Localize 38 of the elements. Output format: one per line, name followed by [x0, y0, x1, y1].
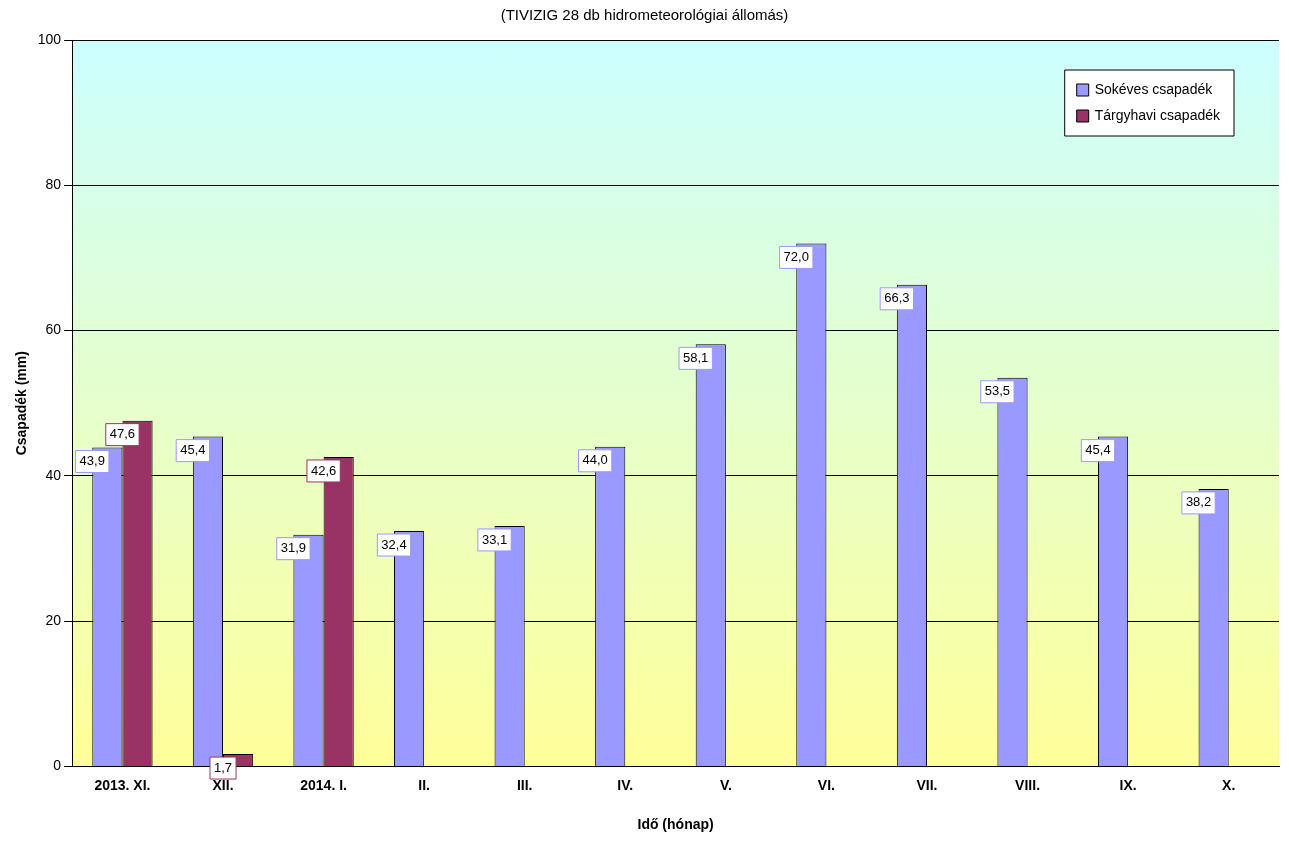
data-label: 42,6: [310, 462, 337, 478]
x-tick-label: X.: [1222, 776, 1236, 793]
chart-subtitle: (TIVIZIG 28 db hidrometeorológiai állomás): [499, 6, 790, 23]
x-axis-title: Idő (hónap): [637, 816, 714, 833]
x-tick-label: VII.: [916, 776, 938, 793]
data-label: 1,7: [213, 759, 233, 775]
x-tick-label: IX.: [1119, 776, 1137, 793]
x-tick-label: V.: [719, 776, 732, 793]
data-label: 72,0: [783, 248, 809, 264]
legend-label: Tárgyhavi csapadék: [1094, 106, 1221, 123]
x-tick-label: IV.: [617, 776, 634, 793]
x-tick-label: III.: [516, 776, 533, 793]
legend-label: Sokéves csapadék: [1094, 80, 1214, 97]
y-tick-label: 60: [45, 321, 62, 338]
y-tick-label: 80: [45, 176, 62, 193]
data-label: 53,5: [984, 383, 1011, 399]
y-axis-title: Csapadék (mm): [13, 351, 30, 456]
data-label: 47,6: [109, 426, 136, 442]
data-label: 43,9: [79, 453, 105, 469]
data-label: 33,1: [481, 531, 508, 547]
y-tick-label: 40: [45, 466, 62, 483]
data-label: 44,0: [582, 452, 608, 468]
x-tick-label: II.: [418, 776, 430, 793]
x-tick-label: 2013. XI.: [94, 776, 151, 793]
y-tick-label: 0: [53, 757, 62, 774]
x-tick-label: VI.: [817, 776, 835, 793]
y-tick-label: 20: [45, 611, 62, 628]
x-tick-label: VIII.: [1015, 776, 1041, 793]
x-tick-label: 2014. I.: [300, 776, 347, 793]
y-tick-label: 100: [37, 30, 62, 47]
data-label: 38,2: [1185, 494, 1212, 510]
data-label: 58,1: [683, 349, 709, 365]
data-label: 31,9: [280, 540, 307, 556]
data-label: 66,3: [884, 290, 910, 306]
x-tick-label: XII.: [212, 776, 234, 793]
data-label: 32,4: [381, 536, 407, 552]
data-label: 45,4: [1085, 442, 1111, 458]
data-label: 45,4: [180, 442, 206, 458]
